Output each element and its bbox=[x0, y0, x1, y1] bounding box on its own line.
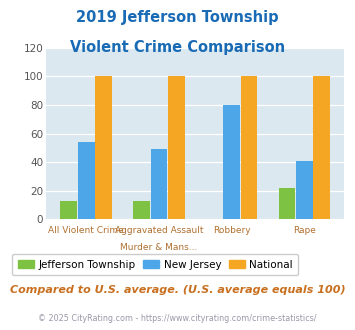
Text: Rape: Rape bbox=[293, 226, 316, 235]
Text: Aggravated Assault: Aggravated Assault bbox=[115, 226, 203, 235]
Bar bbox=[78, 142, 94, 219]
Legend: Jefferson Township, New Jersey, National: Jefferson Township, New Jersey, National bbox=[12, 254, 298, 275]
Text: Robbery: Robbery bbox=[213, 226, 250, 235]
Text: All Violent Crime: All Violent Crime bbox=[48, 226, 124, 235]
Text: Compared to U.S. average. (U.S. average equals 100): Compared to U.S. average. (U.S. average … bbox=[10, 285, 345, 295]
Bar bbox=[151, 149, 167, 219]
Bar bbox=[168, 77, 185, 219]
Text: Violent Crime Comparison: Violent Crime Comparison bbox=[70, 40, 285, 54]
Bar bbox=[223, 105, 240, 219]
Bar bbox=[296, 161, 313, 219]
Text: Murder & Mans...: Murder & Mans... bbox=[120, 243, 198, 251]
Bar bbox=[95, 77, 112, 219]
Bar bbox=[60, 201, 77, 219]
Bar bbox=[133, 201, 150, 219]
Text: 2019 Jefferson Township: 2019 Jefferson Township bbox=[76, 10, 279, 25]
Text: © 2025 CityRating.com - https://www.cityrating.com/crime-statistics/: © 2025 CityRating.com - https://www.city… bbox=[38, 314, 317, 323]
Bar bbox=[241, 77, 257, 219]
Bar bbox=[279, 188, 295, 219]
Bar bbox=[313, 77, 330, 219]
